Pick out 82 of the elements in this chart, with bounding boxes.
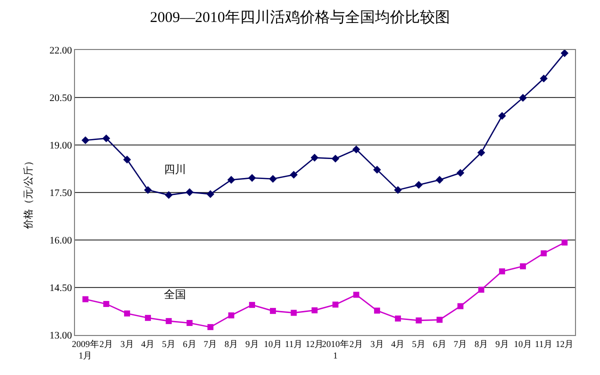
point <box>456 168 464 177</box>
point <box>123 156 131 164</box>
y-tick-label: 16.00 <box>50 236 72 246</box>
x-tick-label: 2010年1 <box>322 338 349 360</box>
point <box>353 292 360 298</box>
point <box>394 316 401 322</box>
series-label: 全国 <box>164 289 186 301</box>
point <box>416 317 422 324</box>
point <box>436 176 444 184</box>
x-tick-label: 10月 <box>264 338 282 349</box>
point <box>310 154 318 162</box>
point <box>270 308 276 314</box>
x-tick-label: 2月 <box>350 338 363 349</box>
point <box>102 134 110 142</box>
point <box>560 50 568 58</box>
x-tick-label: 3月 <box>370 338 384 349</box>
x-tick-label: 4月 <box>141 338 155 349</box>
point <box>499 268 506 274</box>
x-tick-label: 7月 <box>204 338 218 349</box>
x-tick-label: 12月 <box>556 338 574 349</box>
x-tick-label: 4月 <box>391 338 405 349</box>
x-tick-label: 9月 <box>245 338 259 349</box>
x-tick-label: 5月 <box>412 338 426 349</box>
x-tick-label: 8月 <box>224 338 238 349</box>
point <box>332 302 338 308</box>
point <box>166 318 172 324</box>
point <box>227 176 236 184</box>
y-axis-title: 价格（元/公斤） <box>22 156 34 230</box>
point <box>144 314 151 321</box>
x-tick-label: 8月 <box>474 338 488 349</box>
point <box>374 308 380 314</box>
point <box>186 188 194 196</box>
point <box>103 300 110 307</box>
point <box>312 307 318 314</box>
point <box>269 174 277 183</box>
point <box>562 240 568 246</box>
point <box>520 263 526 270</box>
x-tick-label: 2月 <box>100 338 113 349</box>
point <box>248 174 256 182</box>
point <box>82 296 88 302</box>
point <box>228 312 234 318</box>
point <box>373 166 381 174</box>
x-tick-label: 9月 <box>495 338 509 349</box>
point <box>249 302 256 308</box>
chart-title: 2009—2010年四川活鸡价格与全国均价比较图 <box>150 8 450 26</box>
point <box>478 286 484 293</box>
x-tick-label: 6月 <box>432 338 446 349</box>
x-tick-label: 11月 <box>534 338 553 349</box>
y-tick-label: 19.00 <box>50 140 72 152</box>
point <box>477 148 486 156</box>
point <box>394 186 402 194</box>
x-tick-label: 5月 <box>162 338 176 349</box>
series-label: 四川 <box>164 163 186 176</box>
point <box>124 310 130 316</box>
point <box>519 94 527 102</box>
y-tick-label: 17.50 <box>50 188 72 199</box>
point <box>207 324 214 330</box>
point <box>290 170 298 179</box>
y-tick-label: 22.00 <box>50 46 72 56</box>
point <box>540 250 547 256</box>
point <box>144 186 152 194</box>
x-tick-label: 7月 <box>454 338 468 349</box>
x-tick-label: 11月 <box>284 338 303 349</box>
point <box>206 190 214 198</box>
x-tick-label: 6月 <box>182 338 196 349</box>
point <box>290 310 297 316</box>
point <box>82 136 90 144</box>
point <box>540 74 548 82</box>
point <box>352 146 360 154</box>
point <box>332 154 340 163</box>
x-tick-label: 2009年1月 <box>72 338 99 360</box>
point <box>164 191 173 199</box>
y-tick-label: 20.50 <box>50 93 72 104</box>
point <box>436 316 443 323</box>
point <box>414 181 423 189</box>
y-tick-label: 14.50 <box>50 283 72 294</box>
x-tick-label: 3月 <box>120 338 134 349</box>
y-tick-label: 13.00 <box>50 330 72 342</box>
point <box>498 112 506 120</box>
point <box>186 320 193 326</box>
point <box>457 303 464 310</box>
x-tick-label: 10月 <box>514 338 532 349</box>
